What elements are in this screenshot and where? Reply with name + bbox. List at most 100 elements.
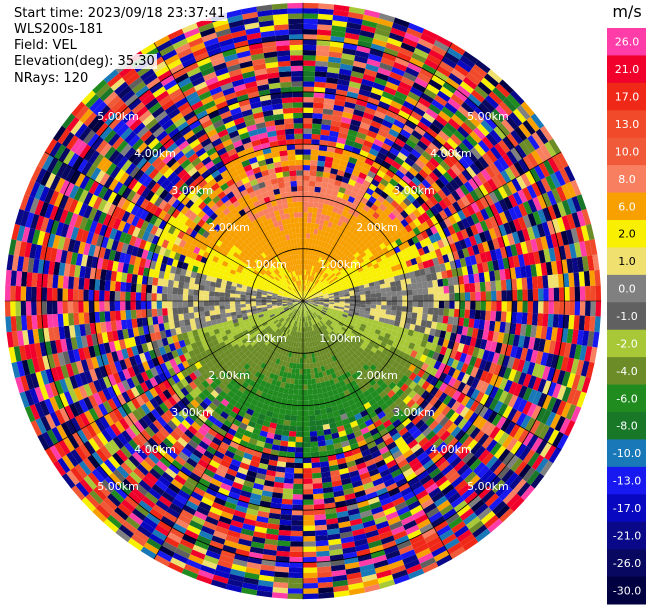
velocity-gate	[535, 351, 544, 365]
velocity-gate	[258, 579, 274, 588]
velocity-gate	[344, 371, 352, 378]
velocity-gate	[307, 342, 311, 348]
velocity-gate	[345, 250, 352, 257]
velocity-gate	[275, 380, 282, 387]
velocity-gate	[219, 459, 231, 469]
velocity-gate	[49, 381, 59, 397]
velocity-gate	[326, 72, 339, 79]
velocity-gate	[137, 525, 152, 538]
velocity-gate	[257, 324, 264, 330]
velocity-gate	[193, 334, 201, 343]
velocity-gate	[219, 390, 228, 399]
velocity-gate	[390, 27, 407, 38]
velocity-gate	[431, 452, 443, 464]
velocity-gate	[325, 156, 334, 163]
velocity-gate	[307, 294, 312, 298]
velocity-gate	[376, 215, 385, 224]
velocity-gate	[419, 116, 433, 128]
velocity-gate	[66, 452, 79, 467]
velocity-gate	[366, 440, 377, 450]
velocity-gate	[314, 524, 328, 531]
velocity-gate	[197, 458, 209, 469]
velocity-gate	[248, 437, 258, 446]
velocity-gate	[372, 241, 380, 249]
velocity-gate	[227, 427, 237, 437]
velocity-gate	[306, 368, 311, 375]
velocity-gate	[378, 100, 391, 110]
velocity-gate	[523, 138, 536, 153]
velocity-gate	[356, 131, 367, 140]
velocity-gate	[315, 60, 329, 67]
velocity-gate	[315, 287, 320, 292]
velocity-gate	[495, 504, 511, 519]
velocity-gate	[268, 459, 278, 467]
velocity-gate	[367, 278, 374, 284]
velocity-gate	[326, 249, 332, 256]
velocity-gate	[308, 281, 312, 287]
velocity-gate	[316, 561, 331, 568]
velocity-gate	[297, 395, 303, 401]
velocity-gate	[312, 305, 317, 309]
velocity-gate	[237, 467, 249, 476]
velocity-gate	[84, 370, 93, 384]
velocity-gate	[385, 550, 401, 560]
velocity-gate	[308, 302, 314, 304]
velocity-gate	[313, 302, 319, 305]
velocity-gate	[303, 301, 305, 307]
velocity-gate	[447, 316, 454, 325]
velocity-gate	[194, 417, 205, 427]
velocity-gate	[311, 277, 315, 283]
velocity-gate	[332, 485, 344, 493]
velocity-gate	[303, 217, 308, 223]
velocity-gate	[477, 156, 490, 169]
velocity-gate	[581, 208, 591, 226]
velocity-gate	[37, 356, 46, 372]
velocity-gate	[228, 336, 236, 343]
velocity-gate	[594, 316, 601, 333]
velocity-gate	[421, 150, 433, 162]
velocity-gate	[391, 66, 406, 77]
velocity-gate	[475, 291, 481, 301]
velocity-gate	[442, 81, 457, 94]
velocity-gate	[571, 374, 581, 390]
velocity-gate	[358, 258, 365, 264]
velocity-gate	[341, 341, 348, 348]
velocity-gate	[429, 343, 438, 352]
velocity-gate	[356, 417, 365, 426]
velocity-gate	[546, 220, 556, 235]
velocity-gate	[339, 531, 353, 539]
velocity-gate	[532, 377, 542, 391]
velocity-gate	[379, 242, 387, 250]
velocity-gate	[333, 235, 340, 243]
velocity-gate	[275, 328, 280, 334]
velocity-gate	[269, 454, 279, 462]
velocity-gate	[281, 338, 286, 344]
velocity-gate	[317, 291, 323, 295]
velocity-gate	[89, 368, 98, 382]
velocity-gate	[342, 482, 354, 491]
velocity-gate	[287, 317, 292, 323]
velocity-gate	[313, 97, 325, 104]
velocity-gate	[427, 259, 435, 268]
velocity-gate	[387, 203, 396, 213]
velocity-gate	[288, 351, 293, 358]
velocity-gate	[325, 407, 333, 414]
velocity-gate	[460, 467, 474, 480]
velocity-gate	[195, 404, 205, 414]
velocity-gate	[172, 365, 181, 375]
velocity-gate	[345, 567, 361, 575]
velocity-gate	[317, 202, 324, 209]
velocity-gate	[487, 518, 503, 533]
velocity-gate	[316, 322, 321, 329]
velocity-gate	[293, 331, 297, 337]
velocity-gate	[186, 457, 198, 468]
velocity-gate	[293, 341, 297, 348]
velocity-gate	[380, 309, 387, 315]
velocity-gate	[305, 254, 308, 260]
velocity-gate	[298, 342, 301, 348]
velocity-gate	[516, 278, 523, 290]
velocity-gate	[376, 231, 385, 239]
velocity-gate	[145, 400, 155, 412]
velocity-gate	[162, 437, 174, 449]
velocity-gate	[379, 530, 393, 540]
